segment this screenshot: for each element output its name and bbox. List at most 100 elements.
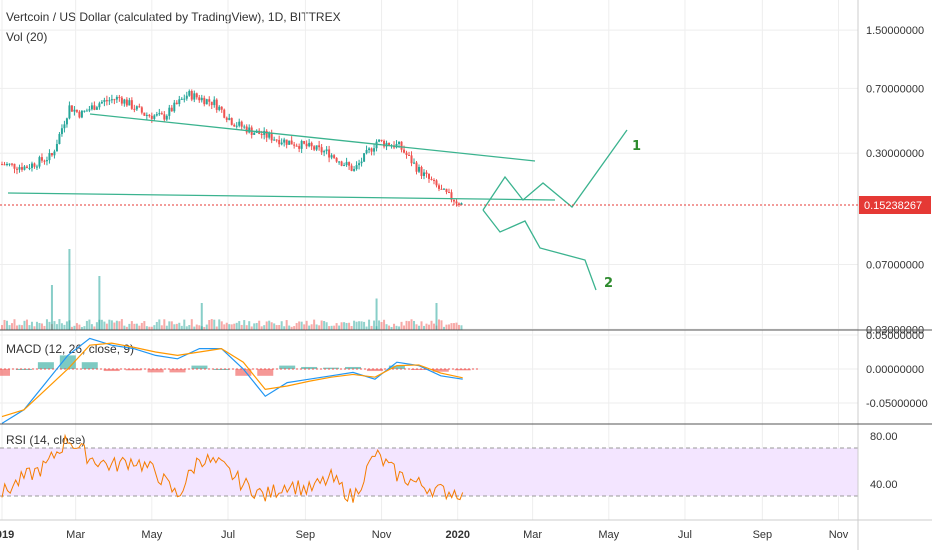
volume-bar xyxy=(45,319,48,330)
volume-bar xyxy=(260,326,263,330)
candle-body xyxy=(155,114,158,116)
macd-tick-label: -0.05000000 xyxy=(866,398,928,410)
candle-body xyxy=(25,166,28,168)
candle-body xyxy=(185,95,188,99)
candle-body xyxy=(273,139,276,141)
candle-body xyxy=(283,139,286,143)
candle-body xyxy=(223,109,226,118)
volume-bar xyxy=(445,324,448,330)
volume-bar xyxy=(345,322,348,330)
volume-bar xyxy=(355,321,358,330)
volume-spike xyxy=(435,303,438,330)
candle-body xyxy=(335,157,338,162)
volume-bar xyxy=(13,319,16,330)
candle-body xyxy=(130,100,133,109)
x-tick-label: May xyxy=(598,529,619,541)
candle-body xyxy=(330,155,333,158)
volume-bar xyxy=(380,322,383,330)
candle-body xyxy=(447,192,450,194)
volume-bar xyxy=(63,324,66,330)
candle-body xyxy=(133,108,136,110)
candle-body xyxy=(415,162,418,172)
volume-bar xyxy=(373,320,376,330)
candle-body xyxy=(170,107,173,112)
bearish-projection xyxy=(482,209,597,291)
macd-histogram-bar xyxy=(169,369,186,373)
volume-bar xyxy=(160,325,163,330)
candle-body xyxy=(455,201,458,204)
volume-bar xyxy=(400,321,403,330)
candle-body xyxy=(428,174,430,179)
candle-body xyxy=(230,118,233,125)
volume-bar xyxy=(383,319,386,330)
candle-body xyxy=(108,100,111,102)
volume-bar xyxy=(60,323,63,330)
volume-bar xyxy=(288,325,291,330)
volume-bar xyxy=(233,323,236,330)
candle-body xyxy=(285,139,288,145)
candle-body xyxy=(233,124,236,127)
candle-body xyxy=(200,97,203,101)
candle-body xyxy=(90,105,93,110)
volume-bar xyxy=(250,326,253,330)
volume-bar xyxy=(370,325,373,330)
candle-body xyxy=(198,97,201,101)
volume-bar xyxy=(40,323,43,330)
volume-bar xyxy=(452,323,455,330)
candle-body xyxy=(320,147,323,153)
x-tick-label: Nov xyxy=(372,529,392,541)
rsi-tick-label: 80.00 xyxy=(870,431,898,443)
volume-bar xyxy=(148,326,151,330)
macd-histogram-bar xyxy=(388,365,405,369)
candle-body xyxy=(88,109,91,111)
candle-body xyxy=(328,149,331,158)
candle-body xyxy=(30,163,33,168)
candle-body xyxy=(313,146,316,150)
candle-body xyxy=(280,142,283,145)
candle-body xyxy=(118,96,121,98)
candle-body xyxy=(73,109,76,112)
candle-body xyxy=(178,99,181,105)
volume-bar xyxy=(180,325,183,330)
volume-bar xyxy=(240,324,243,330)
volume-bar xyxy=(28,325,31,330)
volume-bar xyxy=(220,321,223,330)
volume-bar xyxy=(23,320,26,330)
volume-bar xyxy=(378,320,381,330)
volume-bar xyxy=(55,324,58,330)
volume-bar xyxy=(145,326,148,330)
candle-body xyxy=(213,99,216,106)
volume-bar xyxy=(328,326,331,330)
candle-body xyxy=(78,111,81,118)
candle-body xyxy=(143,112,146,116)
volume-bar xyxy=(103,321,106,330)
rsi-band xyxy=(0,448,858,496)
volume-bar xyxy=(270,322,273,330)
volume-bar xyxy=(118,321,121,330)
volume-bar xyxy=(245,325,248,330)
volume-bar xyxy=(20,325,23,330)
candle-body xyxy=(370,148,373,152)
volume-bar xyxy=(348,322,351,330)
volume-bar xyxy=(303,324,306,330)
volume-bar xyxy=(168,321,171,330)
macd-histogram-bar xyxy=(15,369,32,370)
volume-bar xyxy=(437,319,440,330)
rsi-pane xyxy=(0,433,858,503)
candle-body xyxy=(10,163,13,165)
volume-bar xyxy=(30,321,33,330)
candle-body xyxy=(253,132,256,135)
candle-body xyxy=(13,163,16,169)
rsi-line xyxy=(1,433,464,503)
volume-bar xyxy=(108,319,111,330)
x-tick-label: 2020 xyxy=(445,529,469,541)
volume-bar xyxy=(295,323,298,330)
candle-body xyxy=(35,166,38,168)
candle-body xyxy=(153,115,156,119)
macd-histogram-bar xyxy=(366,369,383,372)
volume-bar xyxy=(315,324,318,330)
candle-body xyxy=(140,107,143,113)
candle-body xyxy=(268,133,271,138)
volume-bar xyxy=(268,320,271,330)
